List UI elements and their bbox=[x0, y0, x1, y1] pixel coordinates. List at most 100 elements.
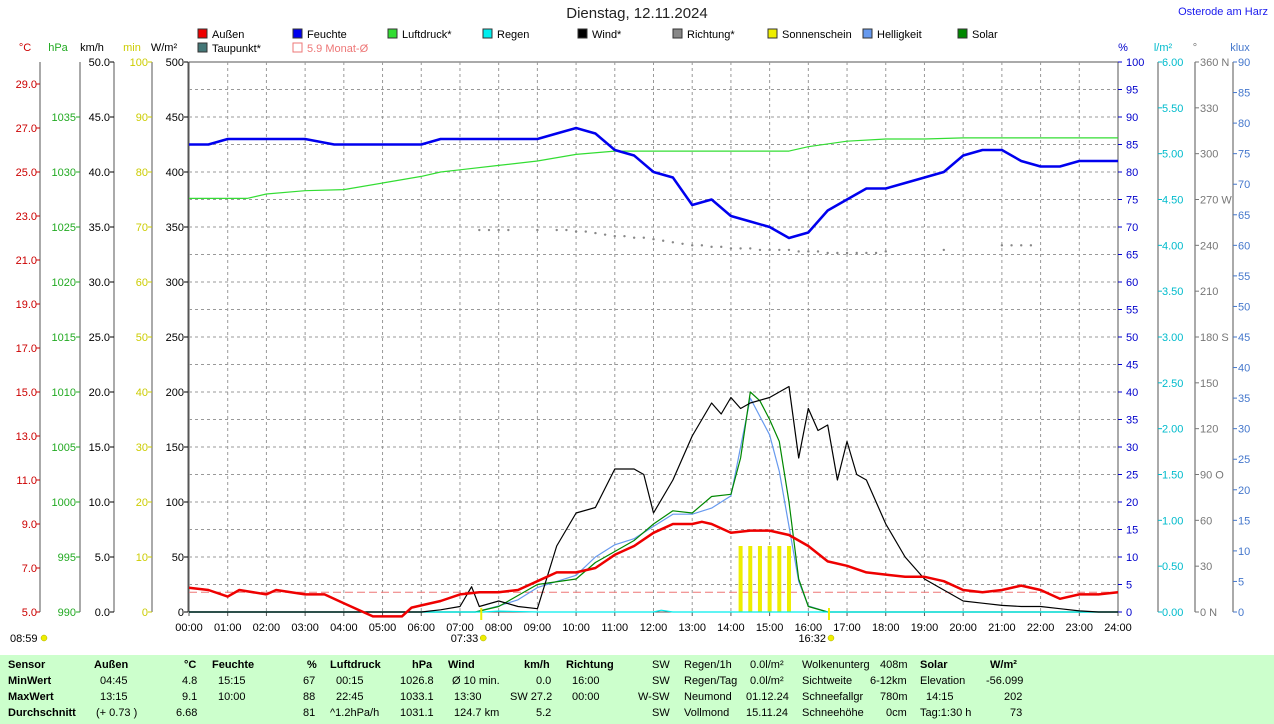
direction-dot bbox=[497, 228, 500, 232]
richtung-min: SW bbox=[652, 675, 670, 687]
axis-label-lm2: 2.50 bbox=[1162, 378, 1183, 390]
richtung-max: W-SW bbox=[638, 691, 670, 703]
direction-dot bbox=[826, 251, 829, 255]
feuchte-max: 88 bbox=[303, 691, 316, 703]
axis-label-kmh: 35.0 bbox=[89, 222, 110, 234]
axis-label-pct: 100 bbox=[1126, 57, 1144, 69]
axis-label-hpa: 1035 bbox=[52, 112, 76, 124]
direction-dot bbox=[661, 239, 665, 242]
direction-dot bbox=[739, 247, 742, 250]
direction-dot bbox=[865, 251, 868, 255]
axis-label-lm2: 6.00 bbox=[1162, 57, 1183, 69]
axis-label-lm2: 2.00 bbox=[1162, 424, 1183, 436]
axis-label-wm2: 50 bbox=[172, 552, 184, 564]
axis-label-pct: 20 bbox=[1126, 497, 1138, 509]
sunrise-icon bbox=[479, 634, 487, 642]
axis-label-temp: 17.0 bbox=[16, 343, 37, 355]
axis-label-pct: 70 bbox=[1126, 222, 1138, 234]
aussen-max-time: 13:15 bbox=[100, 691, 128, 703]
feuchte-title: Feuchte bbox=[212, 659, 255, 671]
axis-label-temp: 23.0 bbox=[16, 211, 37, 223]
weather-chart: 29.0 27.0 25.0 23.0 21.0 19.0 17.0 15.0 13.0 11.0… bbox=[10, 28, 1250, 645]
direction-dot bbox=[478, 228, 481, 232]
stats-max-label: MaxWert bbox=[8, 691, 54, 703]
x-tick-label: 22:00 bbox=[1027, 622, 1055, 634]
series-line-wind bbox=[189, 385, 1118, 613]
axis-label-deg: 330 bbox=[1200, 103, 1218, 115]
axis-label-temp: 29.0 bbox=[16, 79, 37, 91]
richtung-unit: SW bbox=[652, 659, 670, 671]
axis-label-klux: 70 bbox=[1238, 179, 1250, 191]
axis-label-deg: 240 bbox=[1200, 240, 1218, 252]
regen-value-0: 0.0l/m² bbox=[750, 659, 784, 671]
axis-label-klux: 10 bbox=[1238, 546, 1250, 558]
direction-dot bbox=[884, 250, 887, 253]
axis-label-klux: 55 bbox=[1238, 271, 1250, 283]
stats-panel: Sensor MinWert MaxWert Durchschnitt Auße… bbox=[0, 655, 1274, 724]
direction-dot bbox=[749, 247, 752, 250]
x-tick-label: 23:00 bbox=[1066, 622, 1094, 634]
direction-dot bbox=[807, 250, 810, 253]
axis-label-kmh: 5.0 bbox=[95, 552, 110, 564]
axis-label-deg: 90 O bbox=[1200, 470, 1224, 482]
sunshine-bar bbox=[767, 546, 772, 612]
direction-dot bbox=[1029, 244, 1033, 247]
direction-dot bbox=[855, 251, 858, 255]
axis-label-klux: 80 bbox=[1238, 118, 1250, 130]
wind-max: SW 27.2 bbox=[510, 691, 553, 703]
sunshine-bars bbox=[738, 546, 791, 612]
axis-label-deg: 60 bbox=[1200, 515, 1212, 527]
x-tick-label: 14:00 bbox=[717, 622, 745, 634]
legend-swatch bbox=[292, 28, 303, 39]
location-label[interactable]: Osterode am Harz bbox=[1178, 6, 1268, 18]
sunrise-time-label: 07:33 bbox=[451, 633, 479, 645]
x-tick-label: 07:00 bbox=[446, 622, 474, 634]
x-tick-label: 02:00 bbox=[253, 622, 281, 634]
axis-label-klux: 20 bbox=[1238, 485, 1250, 497]
axis-label-pct: 15 bbox=[1126, 525, 1138, 537]
axis-label-kmh: 15.0 bbox=[89, 442, 110, 454]
aussen-avg-note: (+ 0.73 ) bbox=[96, 707, 138, 719]
axis-label-hpa: 1000 bbox=[52, 497, 76, 509]
direction-dot bbox=[487, 228, 491, 232]
direction-dot bbox=[758, 248, 762, 252]
direction-dot bbox=[942, 248, 946, 252]
axis-label-lm2: 5.50 bbox=[1162, 103, 1183, 115]
sunshine-bar bbox=[748, 546, 753, 612]
wind-avg-note: 124.7 km bbox=[454, 707, 500, 719]
regen-label-1: Regen/Tag bbox=[684, 675, 738, 687]
legend-label: Feuchte bbox=[307, 29, 347, 41]
axis-label-klux: 5 bbox=[1238, 576, 1244, 588]
axis-label-deg: 210 bbox=[1200, 286, 1218, 298]
axis-label-pct: 10 bbox=[1126, 552, 1138, 564]
luftdruck-title: Luftdruck bbox=[330, 659, 381, 671]
regen-value-2: 01.12.24 bbox=[746, 691, 789, 703]
axis-label-klux: 35 bbox=[1238, 393, 1250, 405]
axis-label-wm2: 400 bbox=[166, 167, 184, 179]
axis-label-min: 40 bbox=[136, 387, 148, 399]
axis-label-temp: 5.0 bbox=[22, 607, 37, 619]
axis-label-wm2: 250 bbox=[166, 332, 184, 344]
direction-dot bbox=[632, 236, 636, 239]
wind-min-label: Ø 10 min. bbox=[452, 675, 500, 687]
sunshine-bar bbox=[738, 546, 743, 612]
axis-unit-pct: % bbox=[1118, 42, 1128, 54]
axis-unit-min: min bbox=[123, 42, 141, 54]
wolken-value-0: 408m bbox=[880, 659, 908, 671]
axis-label-klux: 40 bbox=[1238, 363, 1250, 375]
direction-dot bbox=[700, 244, 704, 247]
solar-unit: W/m² bbox=[990, 659, 1017, 671]
axis-label-kmh: 45.0 bbox=[89, 112, 110, 124]
axis-unit-klux: klux bbox=[1230, 42, 1250, 54]
luftdruck-min-time: 00:15 bbox=[336, 675, 364, 687]
axis-label-hpa: 1015 bbox=[52, 332, 76, 344]
solar-label-2: Tag:1:30 h bbox=[920, 707, 972, 719]
regen-label-2: Neumond bbox=[684, 691, 732, 703]
sunset-icon bbox=[827, 634, 835, 642]
direction-dot bbox=[1020, 244, 1023, 247]
axis-label-lm2: 4.00 bbox=[1162, 240, 1183, 252]
wolken-label-1: Sichtweite bbox=[802, 675, 853, 687]
axis-label-min: 20 bbox=[136, 497, 148, 509]
x-tick-label: 04:00 bbox=[330, 622, 358, 634]
direction-dot bbox=[729, 247, 733, 250]
